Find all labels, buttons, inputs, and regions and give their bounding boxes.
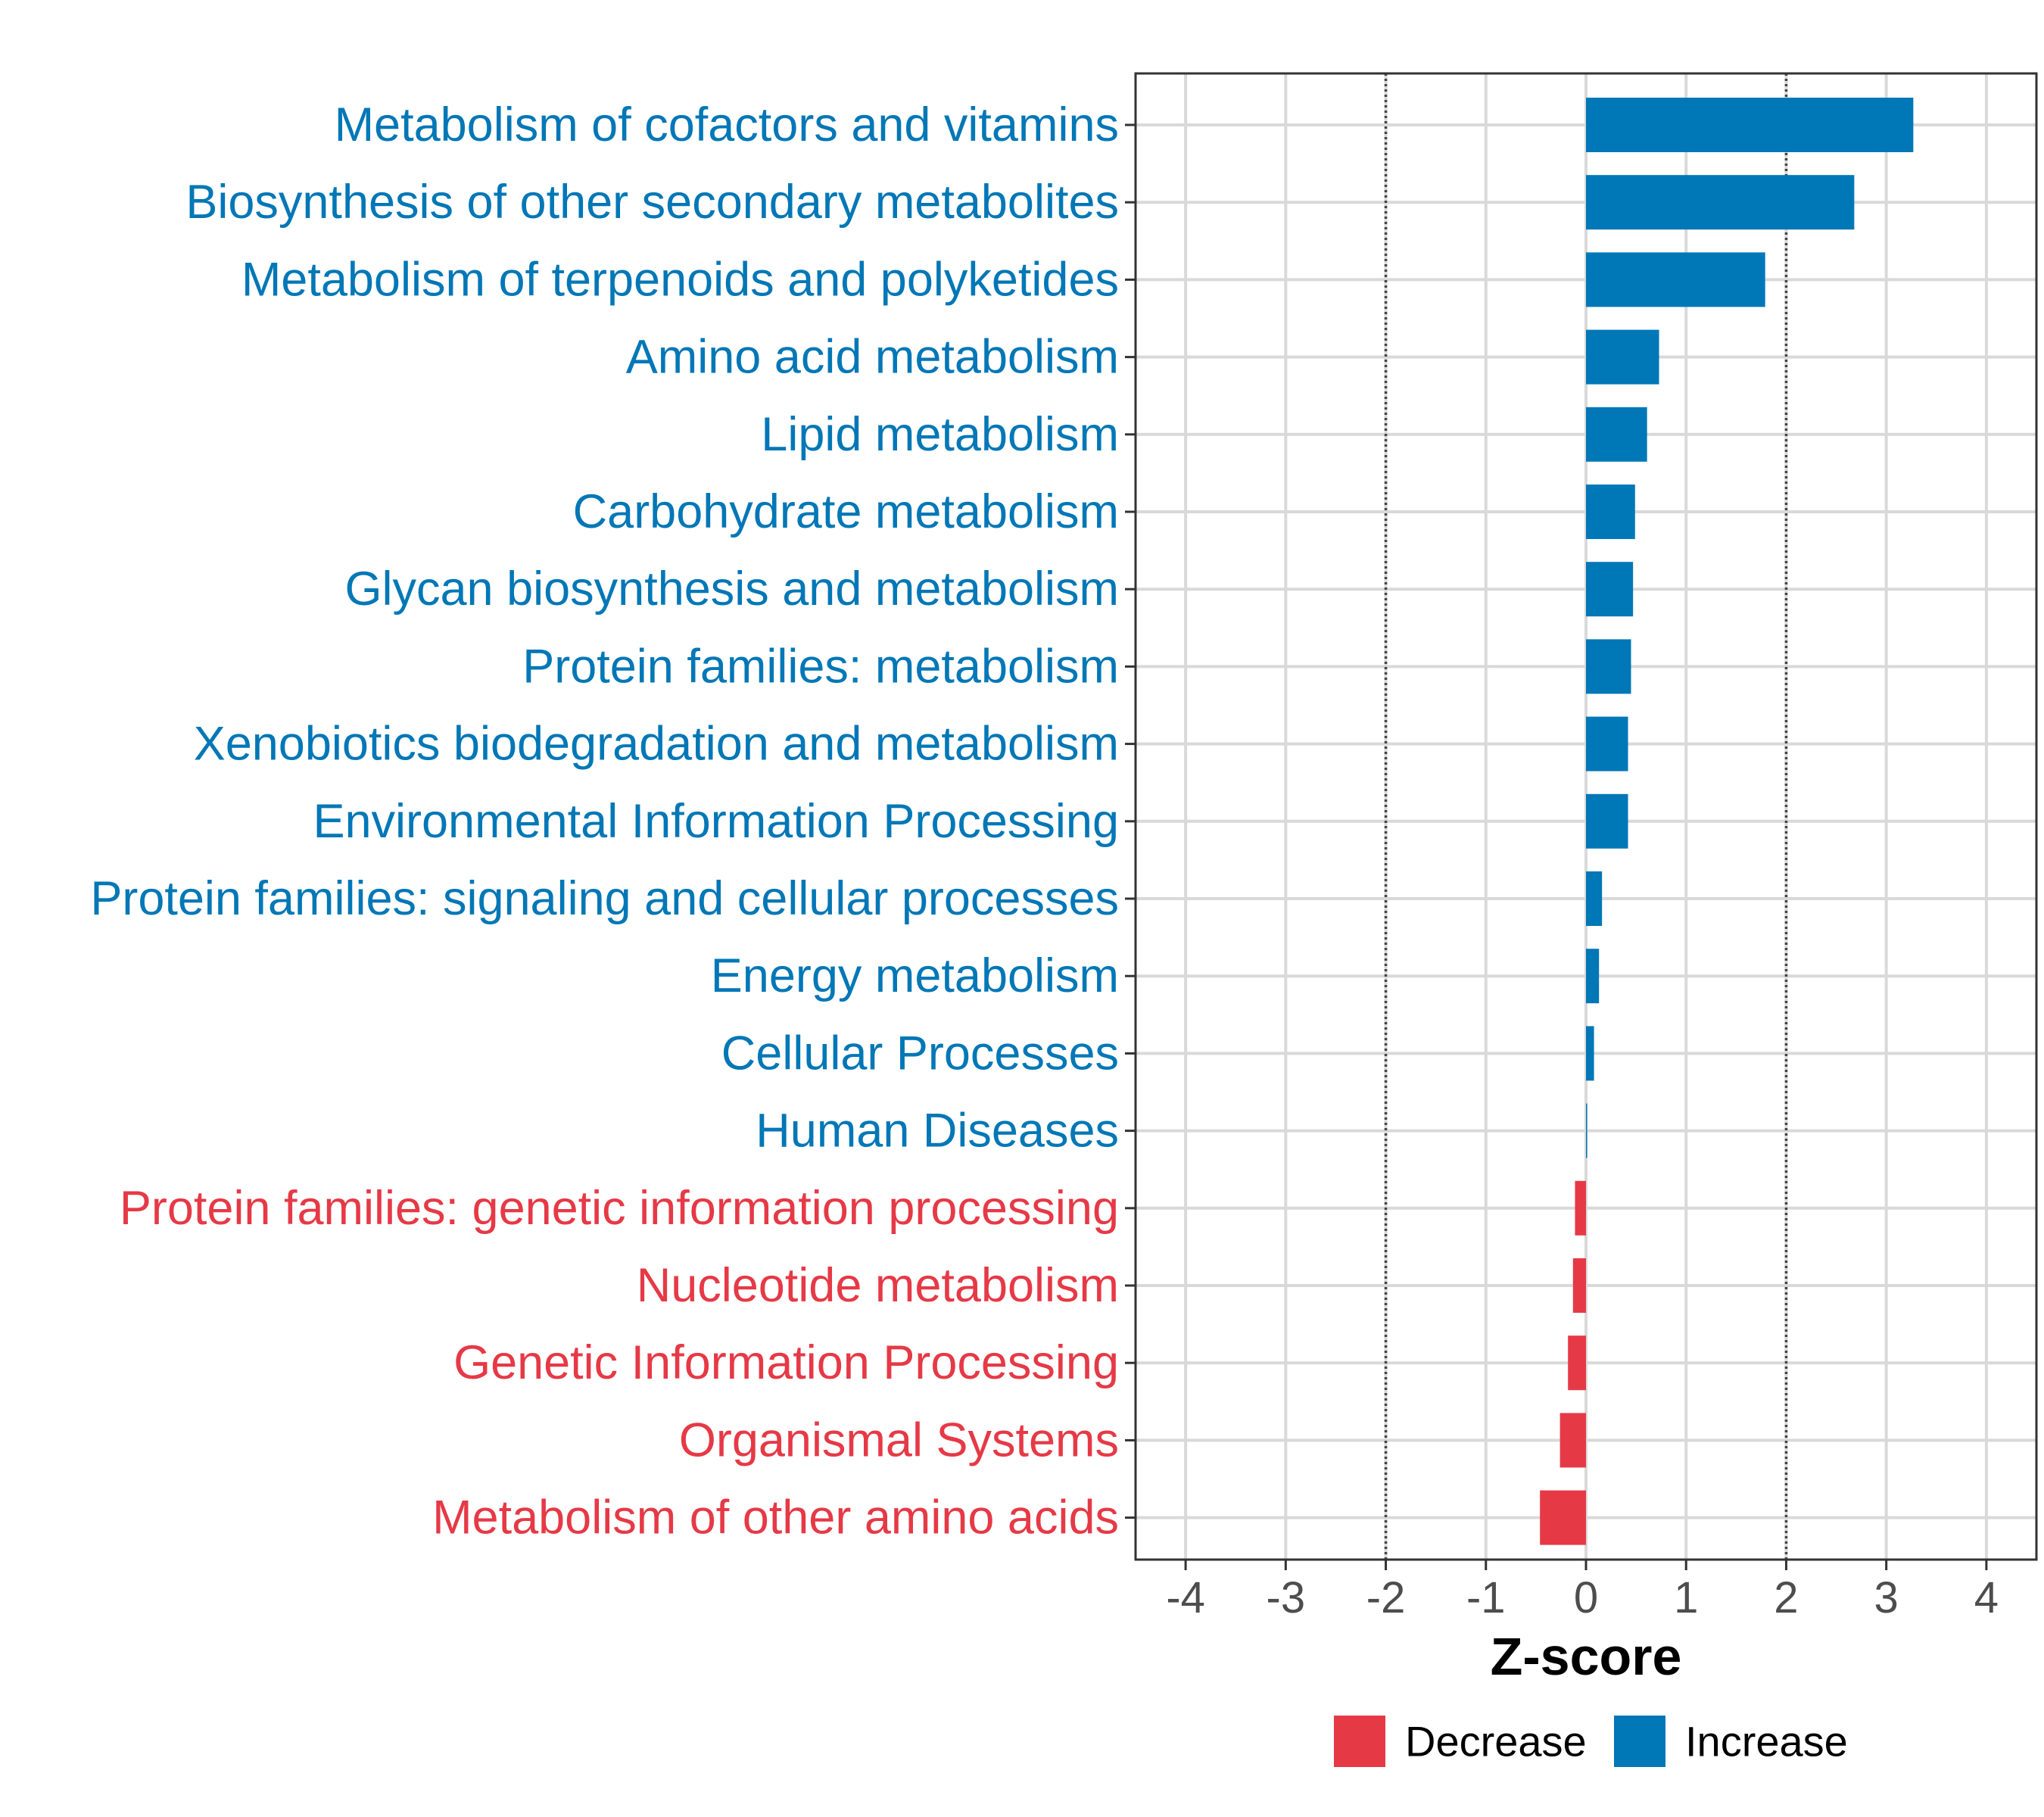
bar [1586, 485, 1635, 539]
bar [1586, 98, 1914, 152]
bar [1586, 175, 1855, 230]
legend: Decrease Increase [1334, 1716, 1848, 1767]
x-tick-label: 2 [1774, 1573, 1798, 1622]
category-label: Protein families: signaling and cellular… [90, 872, 1119, 925]
category-label: Glycan biosynthesis and metabolism [345, 563, 1120, 616]
category-label: Environmental Information Processing [313, 795, 1119, 848]
bar [1575, 1180, 1586, 1236]
x-tick-label: -3 [1267, 1573, 1306, 1622]
bar [1586, 1103, 1588, 1158]
bar [1586, 1026, 1594, 1081]
legend-key-decrease [1334, 1716, 1385, 1767]
category-label: Organismal Systems [679, 1413, 1119, 1466]
y-axis-ticks [1125, 123, 1136, 1519]
bars [1540, 98, 1914, 1545]
x-tick-label: -1 [1466, 1573, 1506, 1622]
category-label: Xenobiotics biodegradation and metabolis… [194, 718, 1119, 771]
bar [1540, 1490, 1586, 1545]
x-tick-label: 1 [1674, 1573, 1698, 1622]
category-label: Lipid metabolism [761, 408, 1119, 461]
category-label: Genetic Information Processing [453, 1336, 1119, 1389]
bar [1586, 639, 1631, 694]
x-tick-label: 3 [1874, 1573, 1899, 1622]
x-tick-label: -2 [1366, 1573, 1406, 1622]
reference-lines [1384, 73, 1788, 1560]
x-tick-label: -4 [1166, 1573, 1205, 1622]
legend-label-increase: Increase [1685, 1718, 1848, 1766]
y-axis-labels: Metabolism of cofactors and vitamins Bios… [90, 98, 1119, 1544]
category-label: Protein families: metabolism [522, 640, 1119, 693]
bar [1586, 793, 1628, 849]
bar [1586, 716, 1628, 771]
legend-key-increase [1614, 1716, 1665, 1767]
legend-label-decrease: Decrease [1405, 1718, 1587, 1766]
bar [1559, 1413, 1586, 1468]
category-label: Carbohydrate metabolism [573, 485, 1119, 538]
bar [1586, 871, 1603, 926]
bar [1586, 407, 1647, 462]
category-label: Metabolism of terpenoids and polyketides [241, 253, 1119, 306]
bar [1586, 329, 1659, 385]
category-label: Cellular Processes [721, 1027, 1119, 1080]
bar [1586, 949, 1600, 1004]
bar [1572, 1258, 1586, 1313]
category-label: Nucleotide metabolism [637, 1259, 1119, 1312]
x-tick-label: 4 [1974, 1573, 1999, 1622]
category-label: Protein families: genetic information pr… [120, 1182, 1119, 1235]
category-label: Metabolism of cofactors and vitamins [335, 98, 1119, 151]
x-tick-label: 0 [1574, 1573, 1598, 1622]
category-label: Metabolism of other amino acids [432, 1491, 1119, 1544]
category-label: Amino acid metabolism [626, 331, 1119, 384]
x-axis-title: Z-score [1491, 1627, 1682, 1686]
category-label: Biosynthesis of other secondary metaboli… [185, 176, 1119, 229]
category-label: Human Diseases [756, 1105, 1119, 1158]
bar [1586, 562, 1634, 617]
bar [1586, 252, 1765, 307]
x-axis-ticks [1184, 1560, 1988, 1570]
category-label: Energy metabolism [711, 949, 1119, 1002]
bar [1568, 1335, 1586, 1391]
x-axis-tick-labels: -4 -3 -2 -1 0 1 2 3 4 [1166, 1573, 1999, 1622]
